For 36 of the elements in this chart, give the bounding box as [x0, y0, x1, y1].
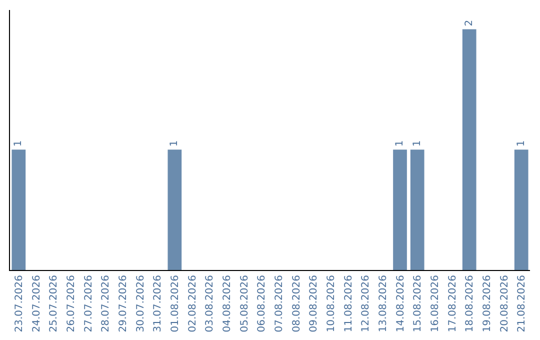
x-tick-label: 30.07.2026 — [135, 275, 146, 332]
x-tick-label: 11.08.2026 — [343, 275, 354, 332]
x-tick-label: 17.08.2026 — [447, 275, 458, 332]
x-tick-label: 05.08.2026 — [239, 275, 250, 332]
x-tick-label: 16.08.2026 — [430, 275, 441, 332]
x-tick-label: 25.07.2026 — [48, 275, 60, 332]
x-tick-label: 20.08.2026 — [499, 275, 510, 332]
x-tick-label: 03.08.2026 — [204, 275, 216, 332]
x-tick-label: 12.08.2026 — [360, 275, 372, 332]
data-label: 1 — [412, 140, 423, 147]
x-tick-label: 18.08.2026 — [464, 275, 476, 332]
x-tick-label: 02.08.2026 — [187, 275, 198, 332]
x-tick-label: 01.08.2026 — [170, 275, 181, 332]
x-tick-label: 27.07.2026 — [83, 275, 94, 332]
data-label: 2 — [464, 20, 475, 26]
x-tick-label: 13.08.2026 — [378, 275, 389, 332]
data-label: 1 — [169, 140, 180, 147]
x-tick-label: 26.07.2026 — [66, 275, 77, 332]
x-tick-label: 21.08.2026 — [516, 275, 528, 332]
x-tick-label: 07.08.2026 — [274, 275, 285, 332]
x-tick-label: 10.08.2026 — [326, 275, 337, 332]
x-tick-label: 24.07.2026 — [31, 275, 42, 332]
data-label: 1 — [394, 140, 406, 147]
x-tick-label: 28.07.2026 — [100, 275, 112, 332]
x-tick-label: 14.08.2026 — [395, 275, 406, 332]
x-tick-label: 19.08.2026 — [482, 275, 493, 332]
data-label: 1 — [13, 140, 24, 147]
x-tick-label: 06.08.2026 — [256, 275, 268, 332]
x-tick-label: 31.07.2026 — [152, 275, 164, 332]
x-tick-label: 04.08.2026 — [222, 275, 233, 332]
data-label: 1 — [516, 140, 527, 147]
x-tick-label: 29.07.2026 — [118, 275, 129, 332]
x-tick-label: 15.08.2026 — [412, 275, 424, 332]
x-tick-label: 09.08.2026 — [308, 275, 320, 332]
x-tick-label: 23.07.2026 — [14, 275, 25, 332]
x-tick-label: 08.08.2026 — [291, 275, 302, 332]
